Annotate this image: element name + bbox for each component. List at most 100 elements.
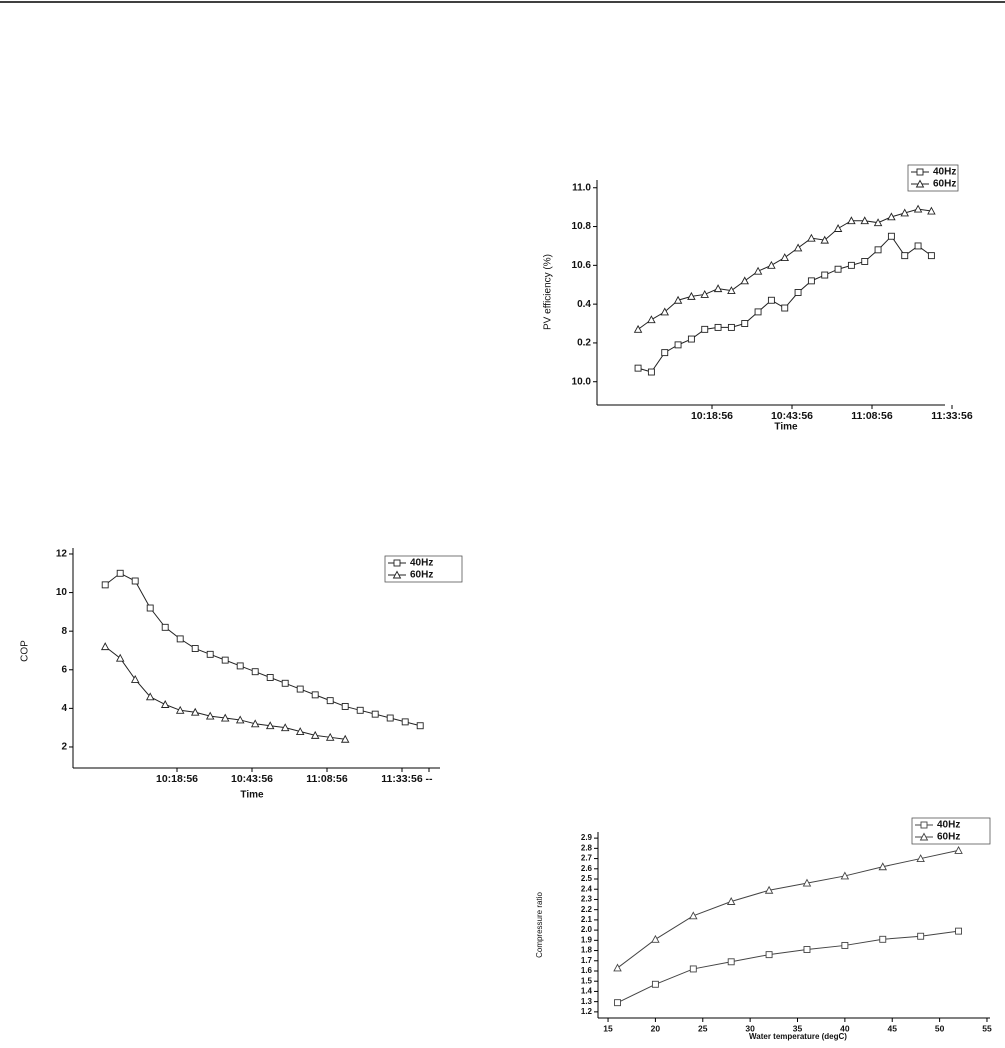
marker	[916, 854, 925, 863]
marker	[727, 323, 735, 331]
y-tick-label: 2.3	[581, 895, 593, 904]
marker	[847, 261, 855, 269]
marker	[833, 224, 843, 232]
legend-label: 60Hz	[410, 570, 433, 581]
y-tick-label: 12	[56, 549, 68, 560]
marker	[701, 325, 709, 333]
marker	[841, 941, 849, 949]
marker	[780, 253, 789, 262]
marker	[295, 727, 305, 735]
marker	[190, 707, 200, 716]
marker	[356, 706, 364, 714]
legend-label: 40Hz	[933, 167, 956, 178]
marker	[820, 235, 829, 244]
y-tick-label: 2.9	[581, 833, 593, 842]
marker	[687, 335, 695, 343]
marker	[674, 341, 682, 349]
marker	[920, 821, 928, 829]
marker	[821, 271, 829, 279]
marker	[917, 932, 925, 940]
marker	[726, 897, 736, 905]
marker	[634, 364, 642, 372]
marker	[802, 878, 812, 887]
marker	[927, 206, 936, 215]
marker	[954, 845, 963, 854]
y-tick-label: 10.8	[572, 221, 592, 232]
marker	[266, 674, 274, 681]
legend-label: 40Hz	[937, 820, 960, 831]
x-tick-label: 11:08:56	[851, 410, 893, 422]
marker	[161, 623, 169, 631]
marker	[727, 286, 736, 295]
marker	[915, 179, 925, 188]
marker	[873, 218, 883, 227]
x-tick-label: 55	[982, 1023, 992, 1033]
y-axis-label: COP	[20, 640, 31, 662]
marker	[764, 885, 774, 894]
marker	[765, 951, 773, 959]
x-tick-label: 10:18:56	[156, 773, 198, 785]
y-tick-label: 1.4	[581, 987, 593, 996]
marker	[713, 284, 723, 293]
marker	[281, 679, 289, 687]
marker	[205, 711, 215, 720]
marker	[176, 635, 184, 643]
y-tick-label: 1.8	[581, 946, 593, 955]
marker	[265, 721, 275, 730]
marker	[901, 252, 909, 260]
x-tick-label: 11:33:56	[931, 410, 973, 422]
marker	[753, 266, 763, 275]
marker	[416, 722, 424, 730]
marker	[781, 304, 789, 312]
marker	[325, 732, 335, 741]
marker	[235, 715, 245, 724]
marker	[101, 581, 109, 589]
marker	[767, 296, 775, 304]
y-tick-label: 0.4	[577, 299, 591, 310]
x-tick-label: 15	[603, 1023, 613, 1033]
series-line	[104, 572, 421, 727]
y-tick-label: 2.7	[581, 854, 593, 863]
marker	[727, 958, 735, 966]
marker	[916, 168, 924, 176]
y-tick-label: 0.2	[577, 338, 591, 349]
x-tick-label: 10:43:56	[231, 773, 273, 785]
marker	[660, 307, 669, 316]
marker	[392, 570, 402, 579]
y-tick-label: 4	[61, 703, 67, 714]
x-tick-label: 45	[888, 1023, 898, 1033]
y-tick-label: 10	[56, 587, 68, 598]
marker	[754, 308, 762, 316]
marker	[887, 232, 895, 240]
marker	[714, 323, 722, 331]
y-tick-label: 6	[61, 664, 67, 675]
x-axis-label: Time	[240, 790, 264, 801]
marker	[740, 276, 749, 285]
marker	[401, 718, 409, 726]
marker	[175, 705, 185, 714]
x-tick-label: 50	[935, 1023, 945, 1033]
marker	[371, 710, 379, 718]
y-tick-label: 2	[61, 742, 67, 753]
x-tick-label: 11:08:56	[306, 773, 348, 785]
marker	[919, 832, 929, 841]
marker	[206, 650, 214, 658]
marker	[687, 291, 696, 300]
marker	[250, 719, 260, 728]
y-tick-label: 10.6	[572, 260, 592, 271]
marker	[807, 277, 815, 285]
marker	[296, 685, 304, 693]
y-tick-label: 2.5	[581, 874, 593, 883]
legend-label: 60Hz	[933, 179, 956, 190]
marker	[647, 368, 655, 376]
x-tick-label: --	[426, 773, 433, 785]
marker	[236, 662, 244, 670]
marker	[700, 289, 709, 298]
y-tick-label: 2.4	[581, 884, 593, 893]
y-tick-label: 1.5	[581, 976, 593, 985]
marker	[847, 216, 856, 225]
marker	[673, 295, 683, 304]
legend-label: 60Hz	[937, 832, 960, 843]
